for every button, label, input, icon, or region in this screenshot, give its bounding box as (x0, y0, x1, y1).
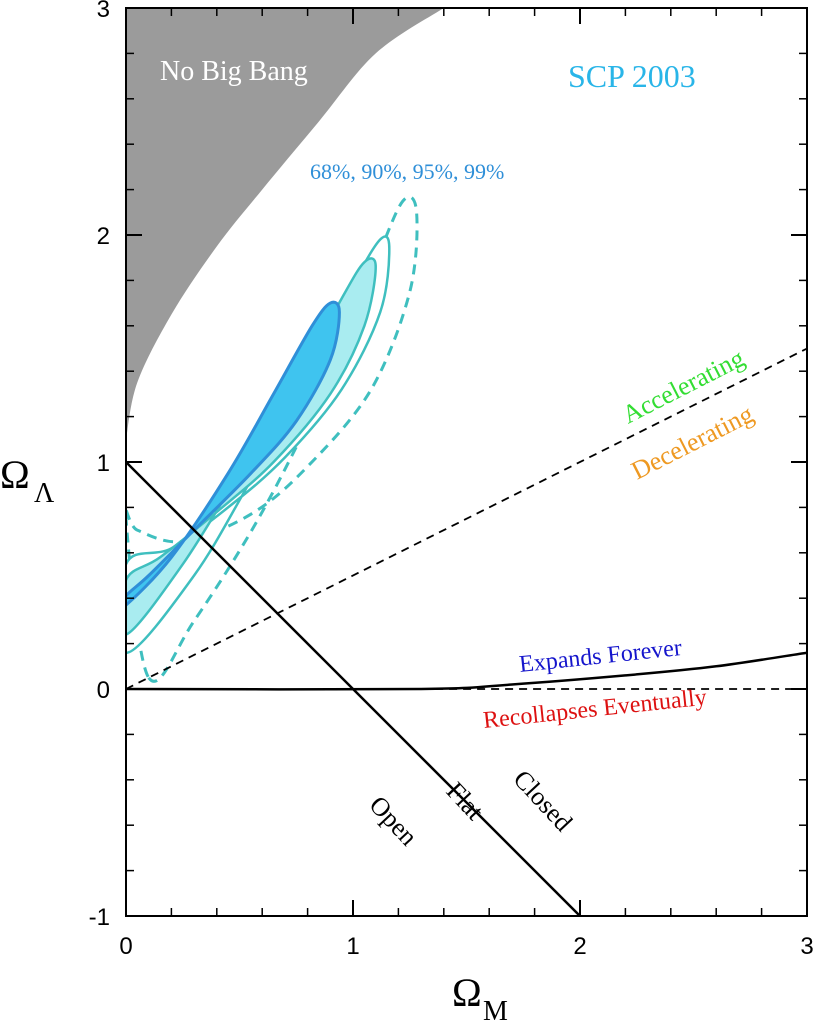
contour-99 (126, 195, 419, 683)
no-big-bang-label: No Big Bang (160, 56, 308, 87)
confidence-levels-label: 68%, 90%, 95%, 99% (310, 159, 504, 184)
x-tick-label: 3 (800, 933, 813, 960)
recollapses-eventually-label: Recollapses Eventually (482, 685, 708, 734)
contour-68 (126, 300, 341, 607)
x-tick-label: 0 (119, 933, 132, 960)
y-axis-title: Ω Λ (0, 452, 55, 509)
plot-area (126, 8, 807, 916)
open-label: Open (364, 790, 424, 851)
y-tick-label: -1 (89, 904, 110, 931)
x-axis-title: Ω M (452, 970, 508, 1024)
x-tick-label: 2 (573, 933, 586, 960)
expands-forever-line (126, 651, 807, 691)
y-tick-label: 3 (97, 0, 110, 23)
y-axis-title-subscript: Λ (34, 478, 55, 509)
x-tick-label: 1 (346, 933, 359, 960)
y-tick-label: 1 (97, 450, 110, 477)
accelerating-decelerating-line (126, 347, 807, 690)
y-tick-label: 0 (97, 677, 110, 704)
x-axis-title-symbol: Ω (452, 970, 482, 1015)
x-axis-title-subscript: M (483, 996, 508, 1024)
y-tick-label: 2 (97, 223, 110, 250)
closed-label: Closed (508, 764, 578, 837)
no-big-bang-region (126, 8, 444, 440)
y-axis-title-symbol: Ω (0, 452, 30, 497)
axis-ticks: 0 1 2 3 -1 0 1 2 3 (89, 0, 814, 960)
chart-title: SCP 2003 (568, 58, 696, 94)
